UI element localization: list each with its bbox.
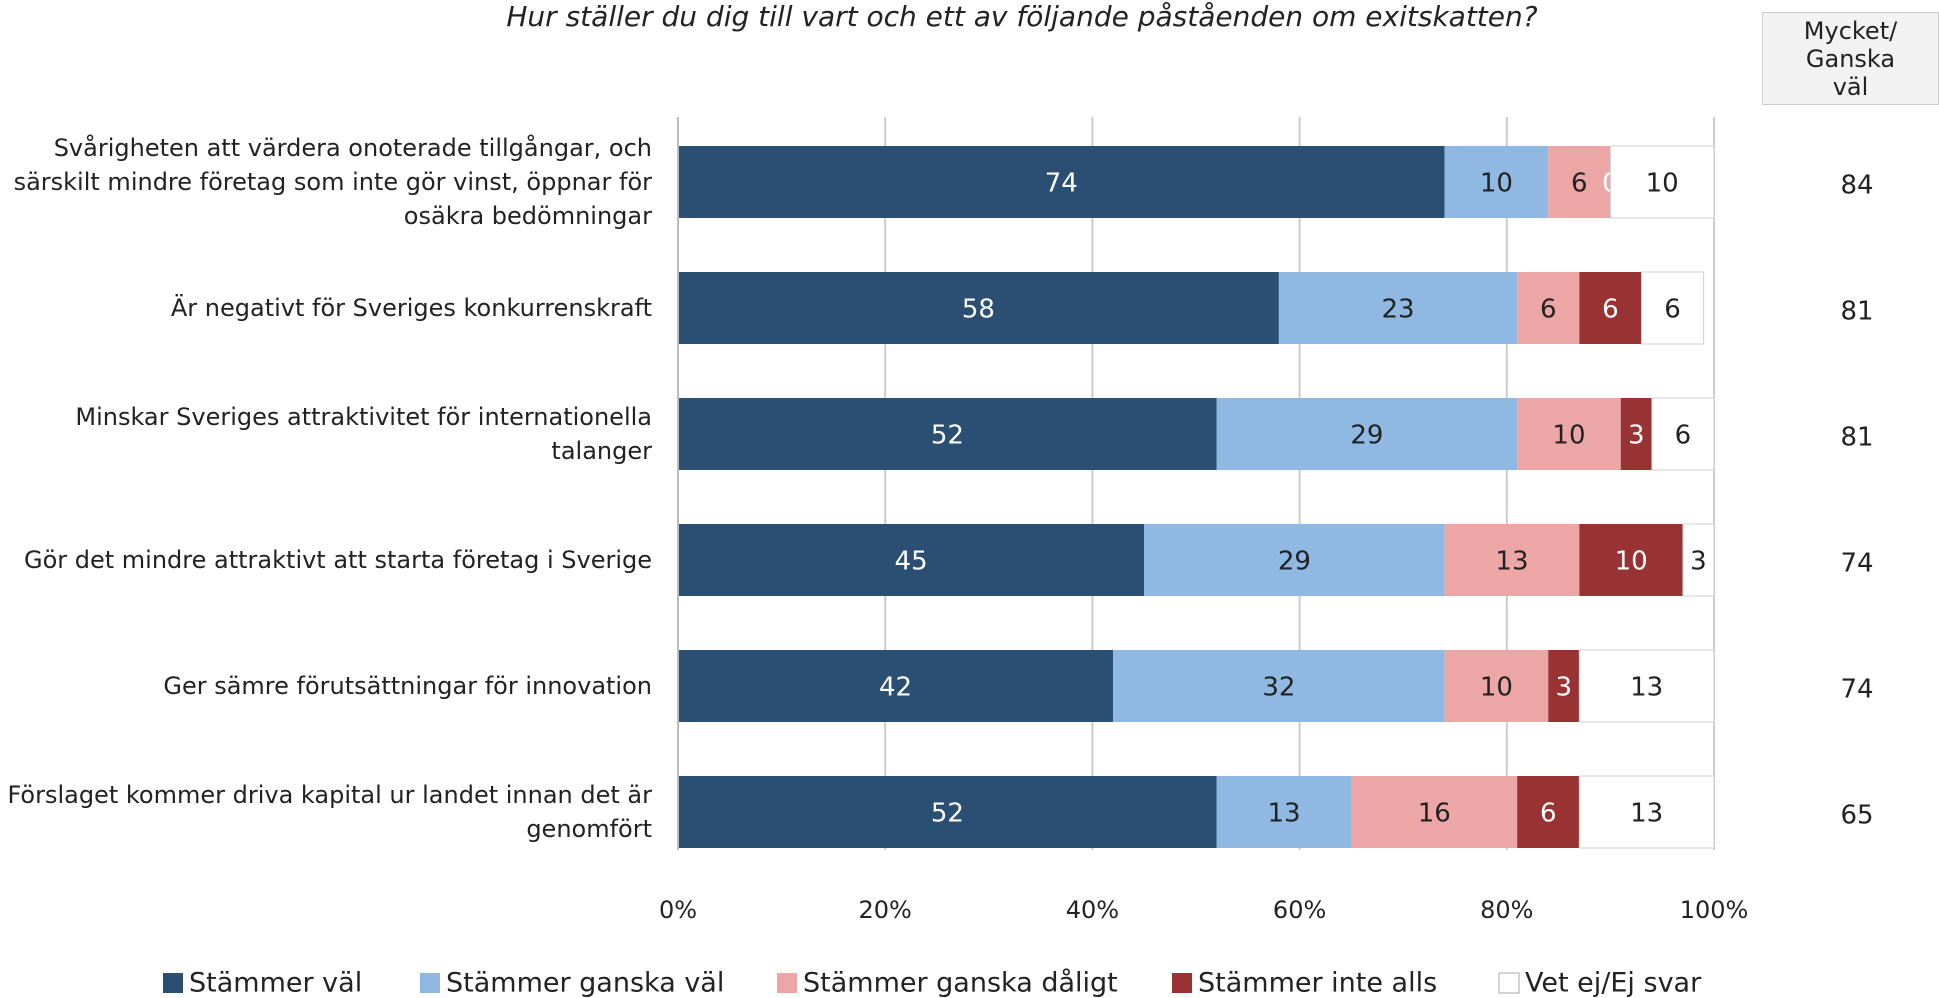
- bar-segment: [1517, 272, 1580, 344]
- bar-segment: [1609, 145, 1715, 219]
- data-label: 16: [1418, 799, 1451, 829]
- total-value: 74: [1840, 675, 1873, 705]
- data-label: 13: [1495, 547, 1528, 577]
- bar-segment: [1640, 271, 1705, 345]
- total-value: 84: [1840, 171, 1873, 201]
- bar-segment: [1351, 776, 1518, 848]
- bar-segment: [1579, 272, 1642, 344]
- bar-segment: [1278, 272, 1518, 344]
- data-label: 10: [1646, 169, 1679, 199]
- category-label: Gör det mindre attraktivt att starta för…: [23, 546, 652, 574]
- x-tick-label: 80%: [1480, 896, 1533, 924]
- data-label: 3: [1628, 421, 1645, 451]
- x-tick-label: 20%: [859, 896, 912, 924]
- data-label: 23: [1381, 295, 1414, 325]
- bar-segment: [678, 776, 1217, 848]
- bar-segment: [1620, 398, 1652, 470]
- data-label: 13: [1268, 799, 1301, 829]
- data-label: 6: [1540, 799, 1557, 829]
- legend-swatch: [420, 973, 440, 993]
- data-label: 10: [1615, 547, 1648, 577]
- category-label: Förslaget kommer driva kapital ur landet…: [7, 781, 652, 843]
- bar-segment: [1517, 398, 1621, 470]
- bar-segment: [1216, 398, 1518, 470]
- data-label: 3: [1556, 673, 1573, 703]
- data-label: 6: [1675, 421, 1692, 451]
- chart-title: Hur ställer du dig till vart och ett av …: [506, 0, 1538, 33]
- bar-segment: [1216, 776, 1352, 848]
- data-label: 6: [1664, 295, 1681, 325]
- bar-segment: [678, 650, 1114, 722]
- total-value: 81: [1840, 423, 1873, 453]
- bar-segment: [1579, 524, 1683, 596]
- bar-segment: [1444, 650, 1549, 722]
- category-label: Ger sämre förutsättningar för innovation: [163, 672, 652, 700]
- bar-segment: [678, 398, 1217, 470]
- data-label: 13: [1630, 673, 1663, 703]
- data-label: 45: [895, 547, 928, 577]
- data-label: 10: [1480, 169, 1513, 199]
- data-label: 52: [931, 421, 964, 451]
- bar-segment: [678, 524, 1145, 596]
- bar-segment: [678, 272, 1279, 344]
- legend-label: Stämmer ganska dåligt: [803, 968, 1118, 998]
- data-label: 58: [962, 295, 995, 325]
- legend-label: Vet ej/Ej svar: [1525, 968, 1702, 998]
- bar-segment: [1517, 776, 1580, 848]
- bar-segment: [1651, 397, 1715, 471]
- data-label: 10: [1480, 673, 1513, 703]
- bar-segment: [1682, 523, 1715, 597]
- bar-segment: [1144, 524, 1445, 596]
- data-label: 13: [1630, 799, 1663, 829]
- x-tick-label: 40%: [1066, 896, 1119, 924]
- x-tick-label: 100%: [1680, 896, 1749, 924]
- data-label: 10: [1552, 421, 1585, 451]
- bar-segment: [1113, 650, 1445, 722]
- bar-segment: [1444, 524, 1580, 596]
- bar-segment: [678, 146, 1445, 218]
- x-tick-label: 0%: [659, 896, 697, 924]
- legend-swatch: [163, 973, 183, 993]
- bar-segment: [1548, 146, 1611, 218]
- bar-segment: [1548, 650, 1580, 722]
- totals-header: Mycket/ Ganska väl: [1762, 12, 1939, 105]
- total-value: 81: [1840, 297, 1873, 327]
- data-label: 29: [1350, 421, 1383, 451]
- data-label: 52: [931, 799, 964, 829]
- data-label: 74: [1045, 169, 1078, 199]
- bar-segment: [1578, 775, 1715, 849]
- bar-segment: [1578, 649, 1715, 723]
- category-label: Är negativt för Sveriges konkurrenskraft: [170, 294, 652, 322]
- data-label: 29: [1278, 547, 1311, 577]
- data-label: 6: [1571, 169, 1588, 199]
- x-tick-label: 60%: [1273, 896, 1326, 924]
- data-label: 42: [879, 673, 912, 703]
- legend-label: Stämmer inte alls: [1198, 968, 1437, 998]
- total-value: 74: [1840, 549, 1873, 579]
- legend-swatch: [1498, 972, 1520, 994]
- data-label: 32: [1262, 673, 1295, 703]
- category-label: Minskar Sveriges attraktivitet för inter…: [75, 403, 652, 465]
- data-label: 6: [1602, 295, 1619, 325]
- bar-segment: [1444, 146, 1549, 218]
- data-label: 3: [1690, 547, 1707, 577]
- total-value: 65: [1840, 801, 1873, 831]
- data-label: 6: [1540, 295, 1557, 325]
- legend-swatch: [777, 973, 797, 993]
- category-label: Svårigheten att värdera onoterade tillgå…: [13, 134, 652, 230]
- legend-swatch: [1172, 973, 1192, 993]
- legend-label: Stämmer väl: [189, 968, 362, 998]
- legend-label: Stämmer ganska väl: [446, 968, 724, 998]
